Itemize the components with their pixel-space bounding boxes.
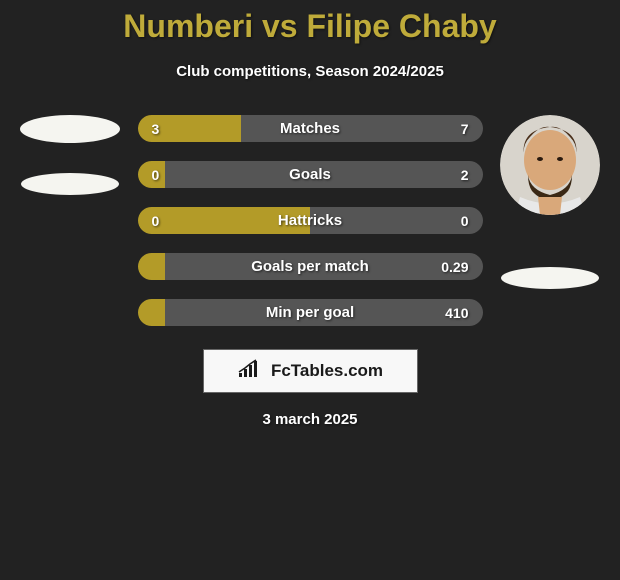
stat-bar: 0Hattricks0	[138, 207, 483, 234]
bar-label: Matches	[138, 120, 483, 137]
bar-value-right: 7	[461, 121, 469, 137]
stats-bars: 3Matches70Goals20Hattricks0Goals per mat…	[138, 115, 483, 326]
avatar-placeholder-left	[20, 115, 120, 143]
comparison-date: 3 march 2025	[0, 411, 620, 428]
club-placeholder-right	[501, 267, 599, 289]
bar-value-right: 0	[461, 213, 469, 229]
bar-label: Hattricks	[138, 212, 483, 229]
stat-bar: Min per goal410	[138, 299, 483, 326]
chart-icon	[237, 359, 265, 384]
stat-bar: 3Matches7	[138, 115, 483, 142]
player-right-column	[490, 115, 610, 289]
bar-label: Min per goal	[138, 304, 483, 321]
comparison-title: Numberi vs Filipe Chaby	[0, 0, 620, 45]
stat-bar: 0Goals2	[138, 161, 483, 188]
bar-value-right: 0.29	[441, 259, 468, 275]
content-area: 3Matches70Goals20Hattricks0Goals per mat…	[0, 115, 620, 326]
bar-label: Goals per match	[138, 258, 483, 275]
avatar-image-icon	[500, 115, 600, 215]
main-container: Numberi vs Filipe Chaby Club competition…	[0, 0, 620, 580]
bar-value-right: 2	[461, 167, 469, 183]
comparison-subtitle: Club competitions, Season 2024/2025	[0, 63, 620, 80]
club-placeholder-left	[21, 173, 119, 195]
bar-value-right: 410	[445, 305, 468, 321]
footer-brand-text: FcTables.com	[271, 361, 383, 381]
player-avatar-right	[500, 115, 600, 215]
footer-brand-box: FcTables.com	[203, 349, 418, 393]
bar-label: Goals	[138, 166, 483, 183]
player-left-column	[10, 115, 130, 195]
stat-bar: Goals per match0.29	[138, 253, 483, 280]
